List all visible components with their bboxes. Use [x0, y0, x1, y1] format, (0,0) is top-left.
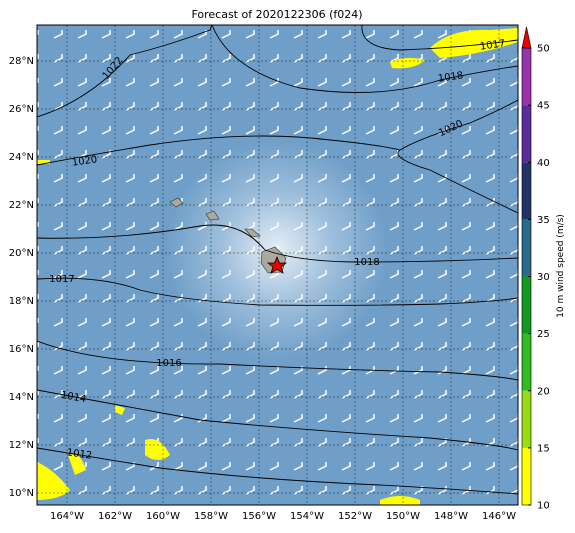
lon-label: 156°W: [242, 511, 276, 522]
lon-label: 164°W: [50, 511, 84, 522]
colorbar-segment: [522, 390, 531, 448]
lon-label: 146°W: [482, 511, 516, 522]
lon-label: 150°W: [386, 511, 420, 522]
colorbar-segment: [522, 447, 531, 505]
colorbar-segment: [522, 162, 531, 220]
lat-label: 28°N: [9, 56, 34, 67]
title: Forecast of 2020122306 (f024): [191, 8, 362, 21]
map-area: 1022 1017 1018 1020 1020 1018 1017 1016 …: [37, 25, 518, 505]
contour-label: 1014: [60, 390, 87, 405]
colorbar-tick-label: 30: [537, 272, 550, 283]
colorbar-tick-label: 50: [537, 44, 550, 55]
lat-label: 16°N: [9, 344, 34, 355]
lat-label: 26°N: [9, 104, 34, 115]
lat-labels: 28°N 26°N 24°N 22°N 20°N 18°N 16°N 14°N 12°N 10°N: [9, 56, 34, 499]
colorbar-tick-label: 35: [537, 215, 550, 226]
colorbar: 10 15 20 25 30 35 40 45 50: [521, 26, 550, 512]
lat-label: 20°N: [9, 248, 34, 259]
wind-patches: [37, 28, 518, 505]
lat-label: 22°N: [9, 200, 34, 211]
colorbar-tick-label: 45: [537, 101, 550, 112]
lat-label: 24°N: [9, 152, 34, 163]
colorbar-extend: [521, 26, 532, 49]
lat-label: 10°N: [9, 488, 34, 499]
contour-label: 1018: [437, 70, 464, 84]
lat-label: 12°N: [9, 440, 34, 451]
map-frame: [36, 24, 519, 506]
contour-label: 1020: [71, 154, 98, 168]
colorbar-tick-label: 20: [537, 386, 550, 397]
contour-label: 1017: [479, 38, 506, 52]
colorbar-label: 10 m wind speed (m/s): [556, 214, 566, 318]
colorbar-segment: [522, 333, 531, 391]
colorbar-segment: [522, 219, 531, 277]
colorbar-tick-label: 25: [537, 329, 550, 340]
location-star: [266, 255, 288, 274]
colorbar-segment: [522, 276, 531, 334]
colorbar-tick-label: 40: [537, 158, 550, 169]
contour-label: 1018: [354, 257, 379, 268]
lon-label: 162°W: [98, 511, 132, 522]
lon-label: 154°W: [290, 511, 324, 522]
colorbar-tick-label: 10: [537, 501, 550, 512]
contour-label: 1012: [66, 447, 93, 461]
contour-label: 1017: [49, 274, 74, 285]
colorbar-segment: [522, 48, 531, 106]
lat-label: 18°N: [9, 296, 34, 307]
lon-label: 148°W: [434, 511, 468, 522]
lon-labels: 164°W 162°W 160°W 158°W 156°W 154°W 152°W 150°W…: [50, 511, 516, 522]
isobars: [37, 25, 518, 495]
colorbar-segment: [522, 105, 531, 163]
lon-label: 152°W: [338, 511, 372, 522]
lon-label: 158°W: [194, 511, 228, 522]
contour-label: 1016: [156, 358, 181, 369]
lon-label: 160°W: [146, 511, 180, 522]
lat-label: 14°N: [9, 392, 34, 403]
colorbar-tick-label: 15: [537, 443, 550, 454]
